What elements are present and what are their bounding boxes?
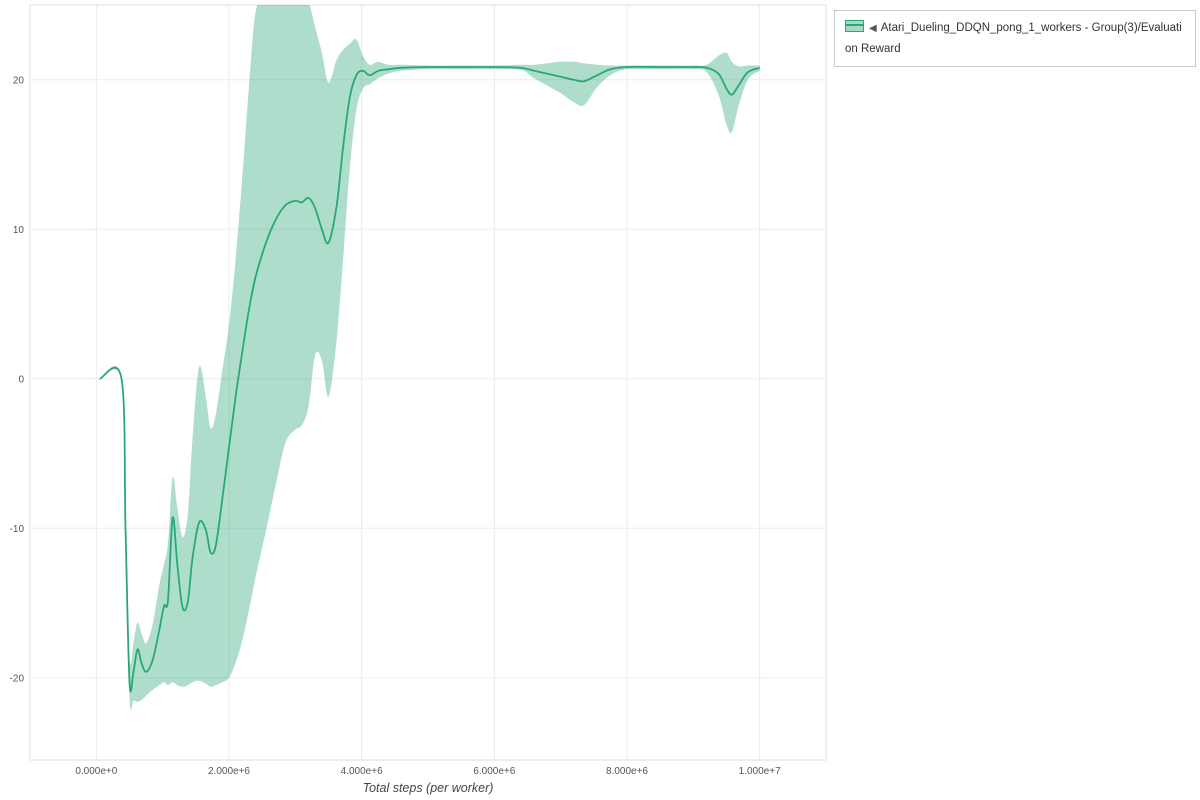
- x-tick-label: 0.000e+0: [75, 766, 117, 777]
- legend: ◀ Atari_Dueling_DDQN_pong_1_workers - Gro…: [834, 10, 1196, 67]
- x-tick-label: 2.000e+6: [208, 766, 250, 777]
- y-tick-label: -10: [10, 524, 25, 535]
- y-tick-label: 20: [13, 75, 25, 86]
- x-tick-label: 1.000e+7: [739, 766, 781, 777]
- legend-series-swatch[interactable]: [845, 20, 864, 32]
- y-tick-label: -20: [10, 673, 25, 684]
- series-line[interactable]: [99, 65, 760, 693]
- legend-collapse-icon[interactable]: ◀: [869, 23, 877, 34]
- y-tick-label: 0: [18, 374, 24, 385]
- confidence-band: [99, 5, 760, 710]
- legend-series-label[interactable]: Atari_Dueling_DDQN_pong_1_workers - Grou…: [845, 22, 1182, 55]
- plot-frame: [29, 4, 827, 761]
- y-tick-label: 10: [13, 225, 25, 236]
- x-tick-label: 6.000e+6: [473, 766, 515, 777]
- x-axis-title: Total steps (per worker): [362, 781, 494, 795]
- x-tick-label: 8.000e+6: [606, 766, 648, 777]
- x-tick-label: 4.000e+6: [341, 766, 383, 777]
